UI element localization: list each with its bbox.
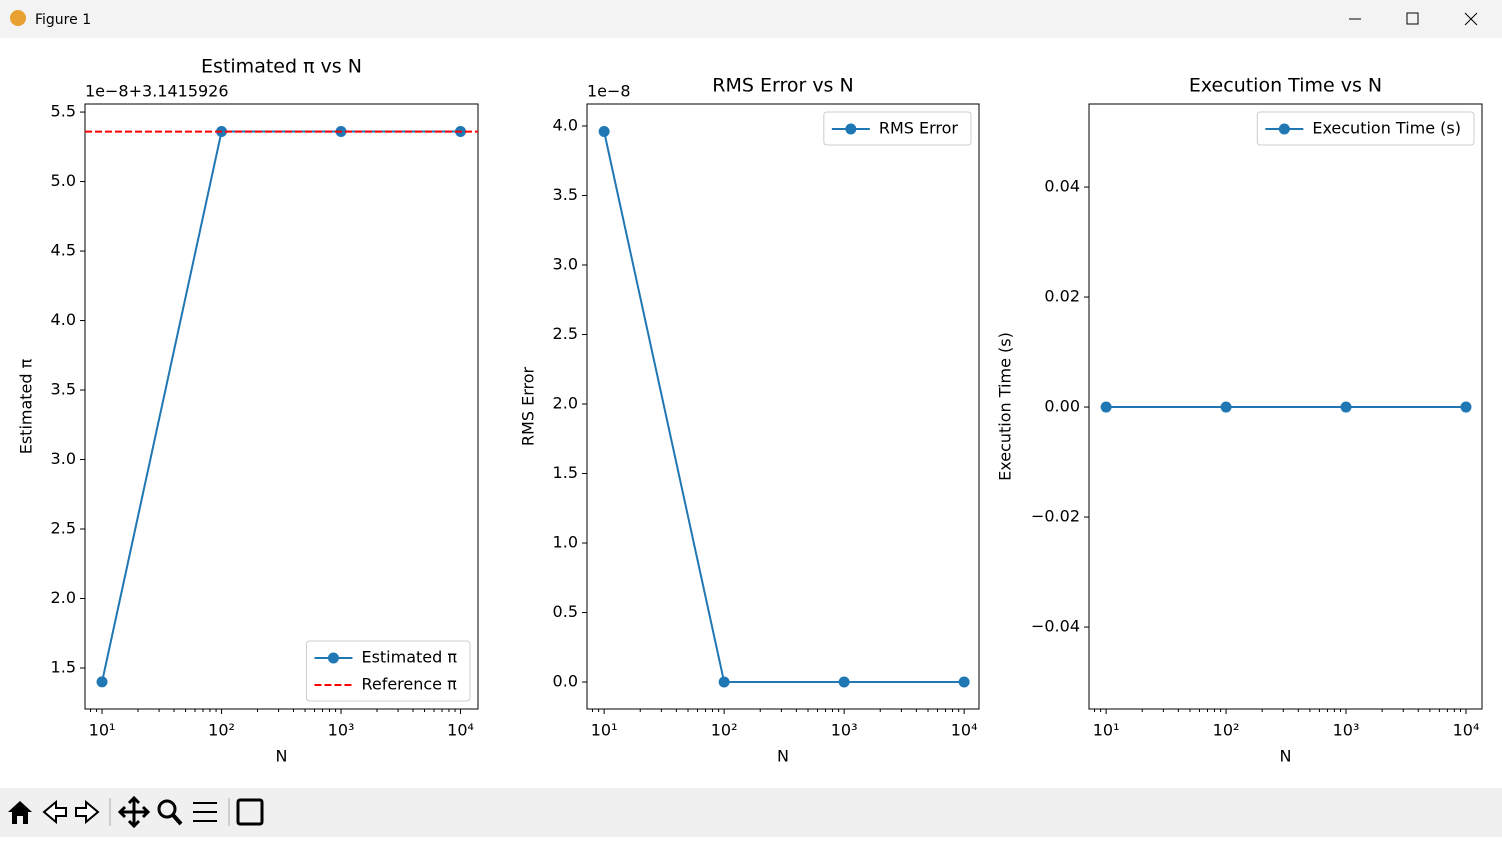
y-tick-label: 2.0 bbox=[51, 588, 76, 607]
home-button[interactable] bbox=[8, 801, 32, 824]
x-tick-label: 10³ bbox=[328, 721, 355, 740]
offset-text: 1e−8 bbox=[587, 82, 631, 101]
legend-label: Reference π bbox=[361, 675, 457, 694]
y-tick-label: 4.5 bbox=[51, 241, 76, 260]
zoom-button[interactable] bbox=[157, 799, 177, 819]
y-tick-label: 0.02 bbox=[1044, 287, 1080, 306]
x-tick-label: 10² bbox=[711, 721, 738, 740]
y-tick-label: 5.0 bbox=[51, 171, 76, 190]
x-tick-label: 10⁴ bbox=[1453, 721, 1480, 740]
y-axis-label: RMS Error bbox=[519, 367, 538, 447]
y-tick-label: 0.5 bbox=[553, 602, 578, 621]
x-tick-label: 10² bbox=[208, 721, 235, 740]
legend-marker bbox=[1278, 123, 1290, 135]
x-tick-label: 10¹ bbox=[89, 721, 116, 740]
marker bbox=[1340, 401, 1352, 413]
y-tick-label: 4.0 bbox=[51, 310, 76, 329]
save-button[interactable] bbox=[236, 798, 264, 826]
zoom-handle bbox=[171, 813, 183, 826]
marker bbox=[718, 676, 730, 688]
x-tick-label: 10⁴ bbox=[447, 721, 474, 740]
y-tick-label: 3.0 bbox=[51, 449, 76, 468]
legend bbox=[1256, 111, 1475, 146]
y-tick-label: −0.02 bbox=[1031, 507, 1080, 526]
marker bbox=[1460, 401, 1472, 413]
y-axis-label: Estimated π bbox=[17, 358, 36, 454]
back-button[interactable] bbox=[42, 799, 67, 825]
y-tick-label: 2.5 bbox=[51, 519, 76, 538]
x-tick-label: 10² bbox=[1213, 721, 1240, 740]
y-axis-label: Execution Time (s) bbox=[996, 332, 1015, 481]
y-tick-label: 1.5 bbox=[51, 657, 76, 676]
marker bbox=[1220, 401, 1232, 413]
plot-area bbox=[84, 103, 479, 710]
marker bbox=[598, 126, 610, 138]
chart-title: Estimated π vs N bbox=[201, 56, 362, 78]
x-tick-label: 10¹ bbox=[1093, 721, 1120, 740]
y-tick-label: 2.0 bbox=[553, 393, 578, 412]
chart-title: Execution Time vs N bbox=[1189, 75, 1382, 97]
legend-label: Estimated π bbox=[361, 648, 457, 667]
x-axis-label: N bbox=[1280, 747, 1292, 766]
offset-text: 1e−8+3.1415926 bbox=[85, 82, 229, 101]
x-tick-label: 10³ bbox=[831, 721, 858, 740]
legend-label: Execution Time (s) bbox=[1312, 119, 1461, 138]
title-bar bbox=[0, 0, 1502, 38]
marker bbox=[838, 676, 850, 688]
charts: Estimated π vs N 1e−8+3.1415926 N Estimated… bbox=[17, 56, 1483, 766]
window-title: Figure 1 bbox=[35, 12, 91, 28]
series-line bbox=[603, 131, 965, 684]
legend bbox=[823, 111, 972, 146]
app-icon bbox=[10, 10, 26, 26]
y-tick-label: 3.5 bbox=[553, 185, 578, 204]
x-tick-label: 10³ bbox=[1333, 721, 1360, 740]
legend-label: RMS Error bbox=[879, 119, 959, 138]
y-tick-label: 1.5 bbox=[553, 463, 578, 482]
legend-marker bbox=[845, 123, 857, 135]
pan-button[interactable] bbox=[117, 795, 151, 829]
x-axis-label: N bbox=[777, 747, 789, 766]
y-tick-label: 0.0 bbox=[553, 672, 578, 691]
y-tick-label: 1.0 bbox=[553, 533, 578, 552]
y-tick-label: 0.04 bbox=[1044, 177, 1080, 196]
plot-area bbox=[586, 103, 980, 710]
toolbar bbox=[0, 788, 1502, 837]
marker bbox=[1100, 401, 1112, 413]
y-tick-label: 3.0 bbox=[553, 254, 578, 273]
forward-button[interactable] bbox=[75, 799, 100, 825]
close-button[interactable] bbox=[1464, 12, 1478, 26]
y-tick-label: 0.00 bbox=[1044, 397, 1080, 416]
x-tick-label: 10¹ bbox=[591, 721, 618, 740]
legend-marker bbox=[327, 652, 339, 664]
marker bbox=[96, 676, 108, 688]
y-tick-label: −0.04 bbox=[1031, 617, 1080, 636]
x-tick-label: 10⁴ bbox=[951, 721, 978, 740]
marker bbox=[958, 676, 970, 688]
configure-button[interactable] bbox=[193, 802, 217, 822]
maximize-button[interactable] bbox=[1406, 12, 1419, 25]
chart-title: RMS Error vs N bbox=[712, 75, 853, 97]
y-tick-label: 3.5 bbox=[51, 380, 76, 399]
y-tick-label: 4.0 bbox=[553, 115, 578, 134]
y-tick-label: 5.5 bbox=[51, 102, 76, 121]
x-axis-label: N bbox=[276, 747, 288, 766]
y-tick-label: 2.5 bbox=[553, 324, 578, 343]
